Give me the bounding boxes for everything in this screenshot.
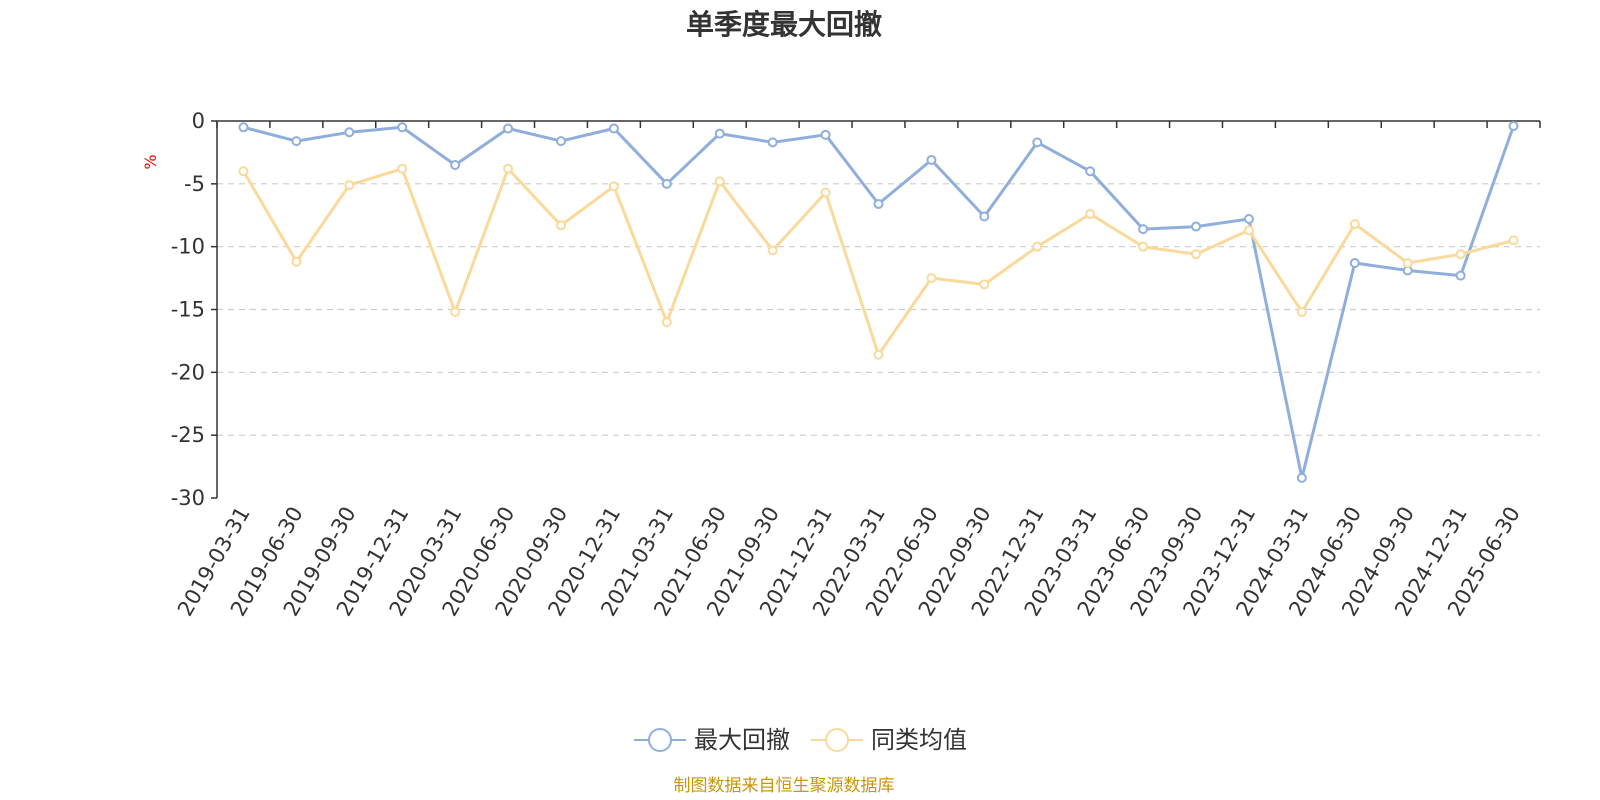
data-point[interactable]	[979, 279, 990, 290]
series-line	[242, 167, 1514, 357]
data-point[interactable]	[1032, 137, 1043, 148]
data-point[interactable]	[820, 129, 831, 140]
data-point[interactable]	[1455, 249, 1466, 260]
data-point[interactable]	[1085, 166, 1096, 177]
data-point[interactable]	[1138, 241, 1149, 252]
data-point[interactable]	[1349, 219, 1360, 230]
data-point[interactable]	[661, 317, 672, 328]
chart-title: 单季度最大回撤	[686, 8, 882, 41]
y-axis-tick-labels: 0 -5 -10 -15 -20 -25 -30	[171, 109, 205, 510]
legend[interactable]: 最大回撤 同类均值	[634, 726, 967, 754]
data-point[interactable]	[1296, 307, 1307, 318]
series-1	[238, 121, 1519, 483]
y-tick-label: -15	[171, 298, 205, 322]
data-point[interactable]	[767, 245, 778, 256]
data-point[interactable]	[1191, 249, 1202, 260]
data-point[interactable]	[555, 136, 566, 147]
y-tick-label: -10	[171, 235, 205, 259]
y-tick-label: -30	[171, 486, 205, 510]
y-tick-label: -25	[171, 423, 205, 447]
data-point[interactable]	[1191, 221, 1202, 232]
data-point[interactable]	[397, 163, 408, 174]
data-point[interactable]	[820, 187, 831, 198]
data-point[interactable]	[926, 154, 937, 165]
data-point[interactable]	[1455, 270, 1466, 281]
data-point[interactable]	[714, 128, 725, 139]
data-point[interactable]	[608, 181, 619, 192]
legend-marker-icon	[648, 728, 672, 752]
series-2	[238, 163, 1519, 360]
data-point[interactable]	[873, 349, 884, 360]
data-point[interactable]	[503, 163, 514, 174]
data-point[interactable]	[1508, 121, 1519, 132]
data-point[interactable]	[1349, 258, 1360, 269]
data-point[interactable]	[1243, 214, 1254, 225]
data-point[interactable]	[873, 198, 884, 209]
legend-item-2[interactable]: 同类均值	[811, 726, 967, 754]
x-axis-tick-labels: 2019-03-312019-06-302019-09-302019-12-31…	[173, 502, 1525, 620]
axes	[211, 120, 1541, 499]
data-point[interactable]	[1402, 258, 1413, 269]
data-point[interactable]	[238, 166, 249, 177]
data-point[interactable]	[291, 136, 302, 147]
data-point[interactable]	[555, 220, 566, 231]
data-point[interactable]	[344, 127, 355, 138]
y-tick-label: 0	[192, 109, 205, 133]
legend-marker-icon	[825, 728, 849, 752]
data-point[interactable]	[767, 137, 778, 148]
data-point[interactable]	[1296, 472, 1307, 483]
data-point[interactable]	[450, 159, 461, 170]
data-point[interactable]	[1508, 235, 1519, 246]
legend-label: 同类均值	[871, 726, 967, 754]
data-point[interactable]	[1138, 224, 1149, 235]
data-point[interactable]	[1243, 225, 1254, 236]
data-point[interactable]	[1085, 208, 1096, 219]
y-axis-unit: %	[141, 154, 160, 169]
data-point[interactable]	[238, 122, 249, 133]
series-line	[243, 125, 1515, 480]
data-point[interactable]	[661, 178, 672, 189]
data-point[interactable]	[1032, 241, 1043, 252]
data-point[interactable]	[450, 307, 461, 318]
data-point[interactable]	[979, 211, 990, 222]
y-tick-label: -20	[171, 360, 205, 384]
legend-label: 最大回撤	[694, 726, 790, 754]
y-tick-label: -5	[184, 172, 205, 196]
source-note: 制图数据来自恒生聚源数据库	[674, 776, 895, 796]
data-point[interactable]	[344, 180, 355, 191]
grid-lines	[217, 183, 1540, 436]
series-group	[238, 121, 1519, 483]
data-point[interactable]	[397, 122, 408, 133]
data-point[interactable]	[503, 123, 514, 134]
legend-item-1[interactable]: 最大回撤	[634, 726, 790, 754]
data-point[interactable]	[926, 273, 937, 284]
data-point[interactable]	[608, 123, 619, 134]
data-point[interactable]	[714, 176, 725, 187]
data-point[interactable]	[291, 256, 302, 267]
